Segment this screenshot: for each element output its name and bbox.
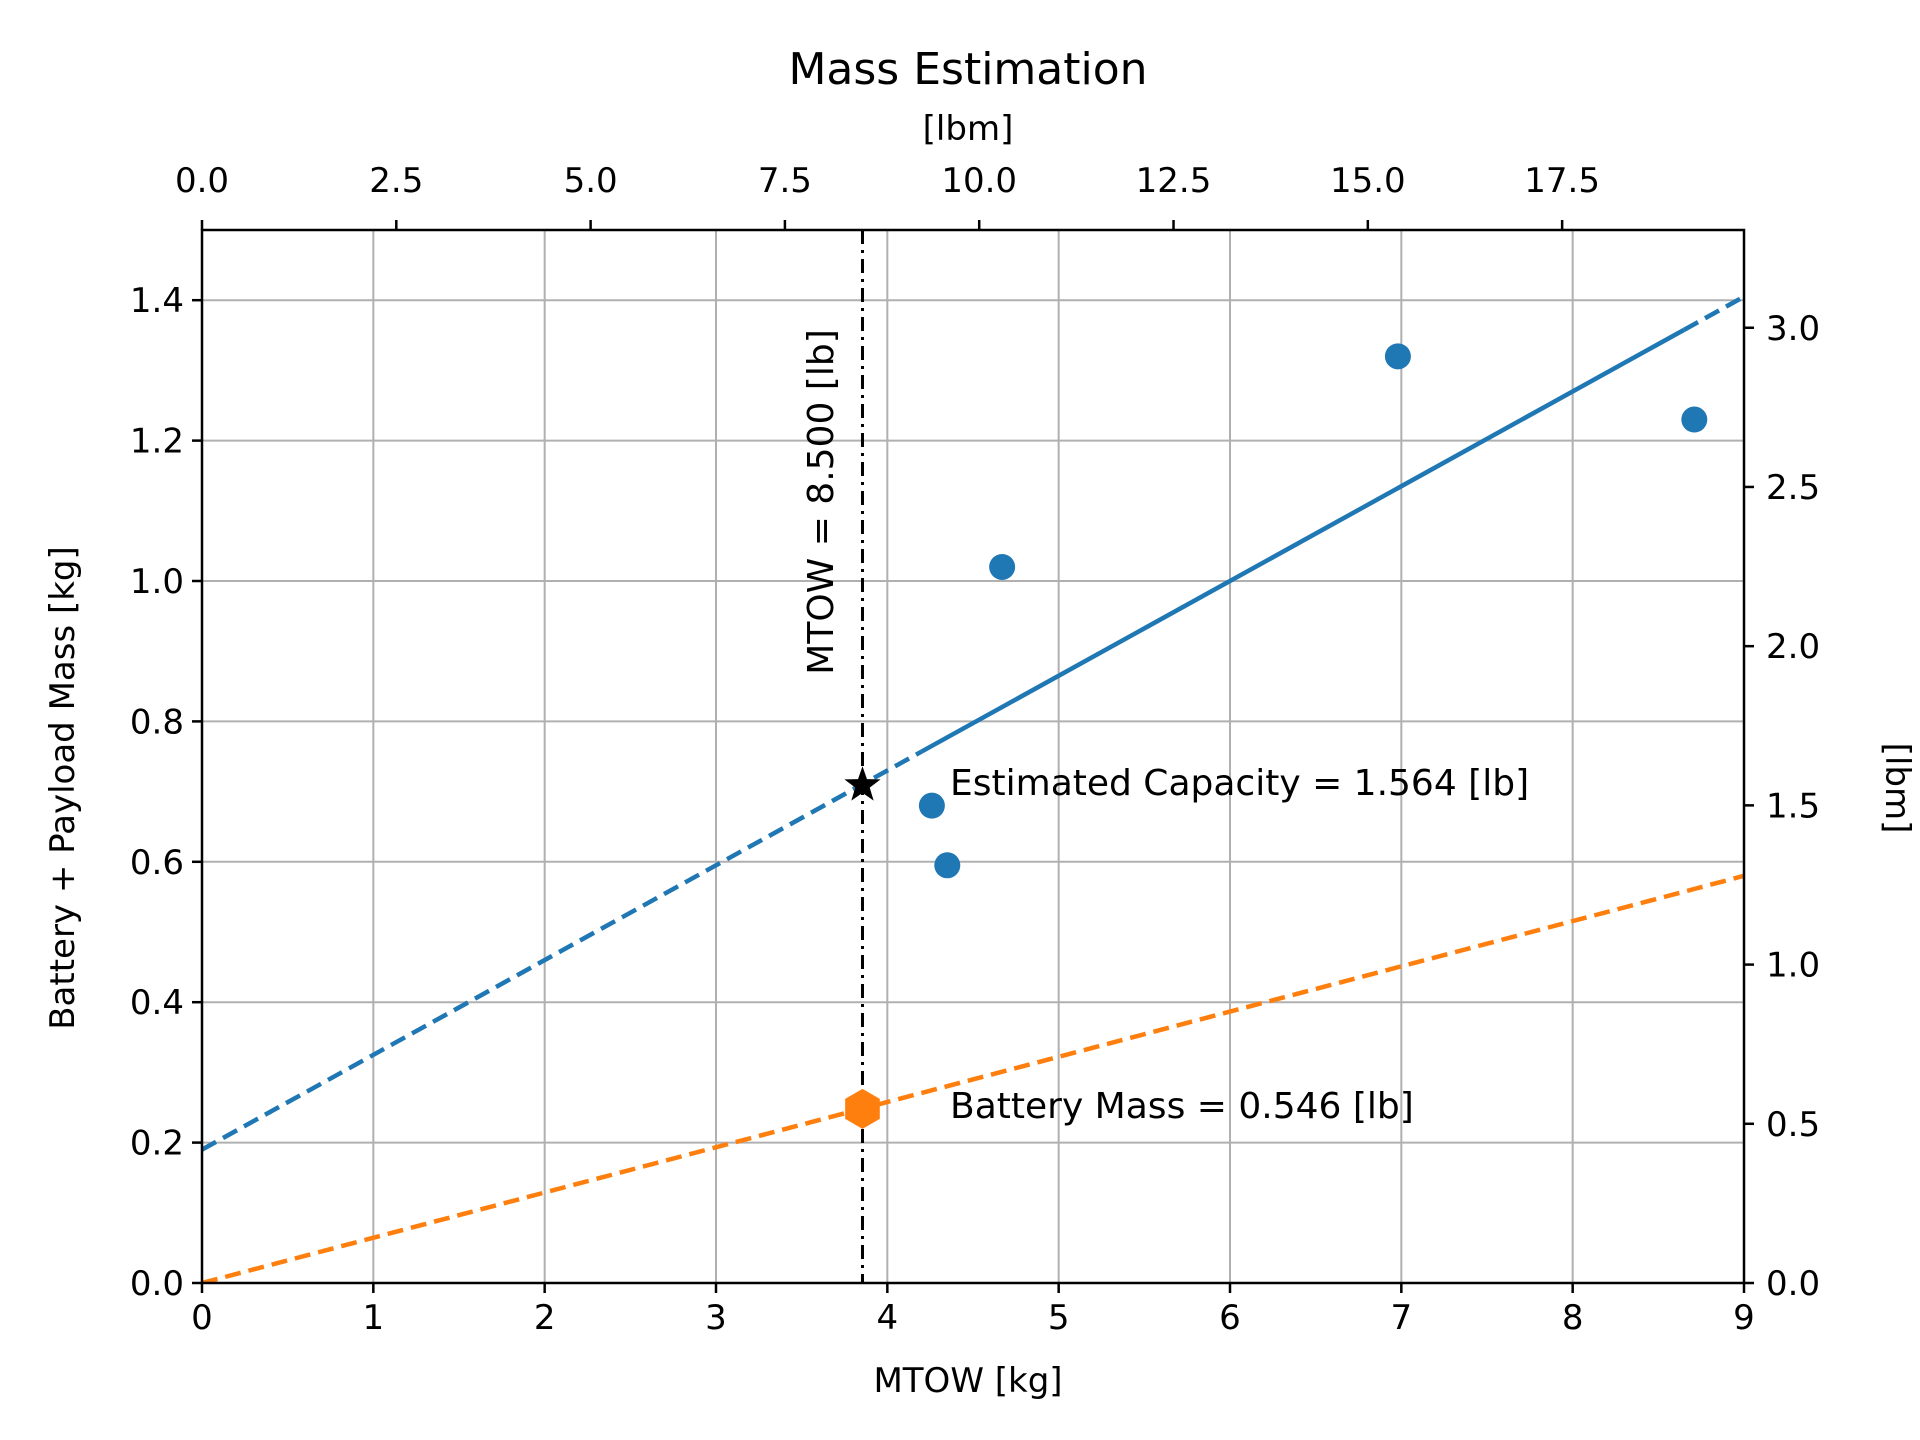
fit-line-extrapolated-end (1682, 294, 1744, 332)
x-tick-label: 6 (1219, 1298, 1241, 1338)
data-point (918, 792, 945, 819)
capacity-annotation: Estimated Capacity = 1.564 [lb] (950, 763, 1529, 804)
x2-tick-label: 2.5 (369, 161, 423, 201)
x-tick-label: 4 (877, 1298, 899, 1338)
x2-tick-label: 10.0 (941, 161, 1017, 201)
data-point (1384, 343, 1411, 370)
x-tick-label: 2 (534, 1298, 556, 1338)
data-point (989, 553, 1016, 580)
y-tick-label: 0.2 (130, 1124, 184, 1164)
plot-frame (200, 228, 1746, 1285)
x-axis-label: MTOW [kg] (873, 1361, 1062, 1401)
y-tick-label: 1.4 (130, 281, 184, 321)
x-tick-label: 3 (705, 1298, 727, 1338)
y2-tick-label: 0.5 (1766, 1105, 1820, 1145)
y-tick-label: 0.0 (130, 1264, 184, 1304)
right-axis-label: [lbm] (1877, 743, 1917, 834)
x-tick-label: 7 (1391, 1298, 1413, 1338)
axes: 0 1 2 3 4 5 6 7 8 9 0.0 0.2 0.4 0.6 0.8 1.0 1.2 1.4 0.0 2.5… (130, 161, 1820, 1338)
x2-tick-label: 7.5 (758, 161, 812, 201)
star-marker (844, 766, 881, 801)
y2-tick-label: 2.5 (1766, 468, 1820, 508)
y-tick-label: 1.2 (130, 422, 184, 462)
y-tick-label: 1.0 (130, 562, 184, 602)
data-point (934, 852, 961, 879)
y2-tick-label: 3.0 (1766, 309, 1820, 349)
battery-annotation: Battery Mass = 0.546 [lb] (950, 1086, 1414, 1127)
y2-tick-label: 0.0 (1766, 1264, 1820, 1304)
y2-tick-label: 1.5 (1766, 786, 1820, 826)
x-tick-label: 9 (1733, 1298, 1755, 1338)
fit-line-extrapolated (202, 749, 923, 1152)
x-tick-label: 0 (191, 1298, 213, 1338)
top-axis-label: [lbm] (923, 109, 1014, 149)
series (202, 230, 1744, 1283)
x2-tick-label: 0.0 (175, 161, 229, 201)
y2-tick-label: 2.0 (1766, 627, 1820, 667)
data-point (1681, 406, 1708, 433)
hexagon-marker (845, 1088, 880, 1129)
x-tick-label: 1 (363, 1298, 385, 1338)
mtow-annotation: MTOW = 8.500 [lb] (801, 329, 842, 674)
x2-tick-label: 15.0 (1330, 161, 1406, 201)
y-tick-label: 0.6 (130, 843, 184, 883)
y2-tick-label: 1.0 (1766, 946, 1820, 986)
battery-line (202, 873, 1744, 1283)
y-tick-label: 0.4 (130, 983, 184, 1023)
x2-tick-label: 12.5 (1136, 161, 1212, 201)
x-tick-label: 5 (1048, 1298, 1070, 1338)
x2-tick-label: 17.5 (1524, 161, 1600, 201)
y-tick-label: 0.8 (130, 702, 184, 742)
chart-title: Mass Estimation (788, 44, 1147, 95)
x-tick-label: 8 (1562, 1298, 1584, 1338)
fit-line (920, 327, 1686, 754)
y-axis-label: Battery + Payload Mass [kg] (43, 546, 83, 1030)
x2-tick-label: 5.0 (564, 161, 618, 201)
annotations: Estimated Capacity = 1.564 [lb] Battery M… (801, 329, 1529, 1127)
